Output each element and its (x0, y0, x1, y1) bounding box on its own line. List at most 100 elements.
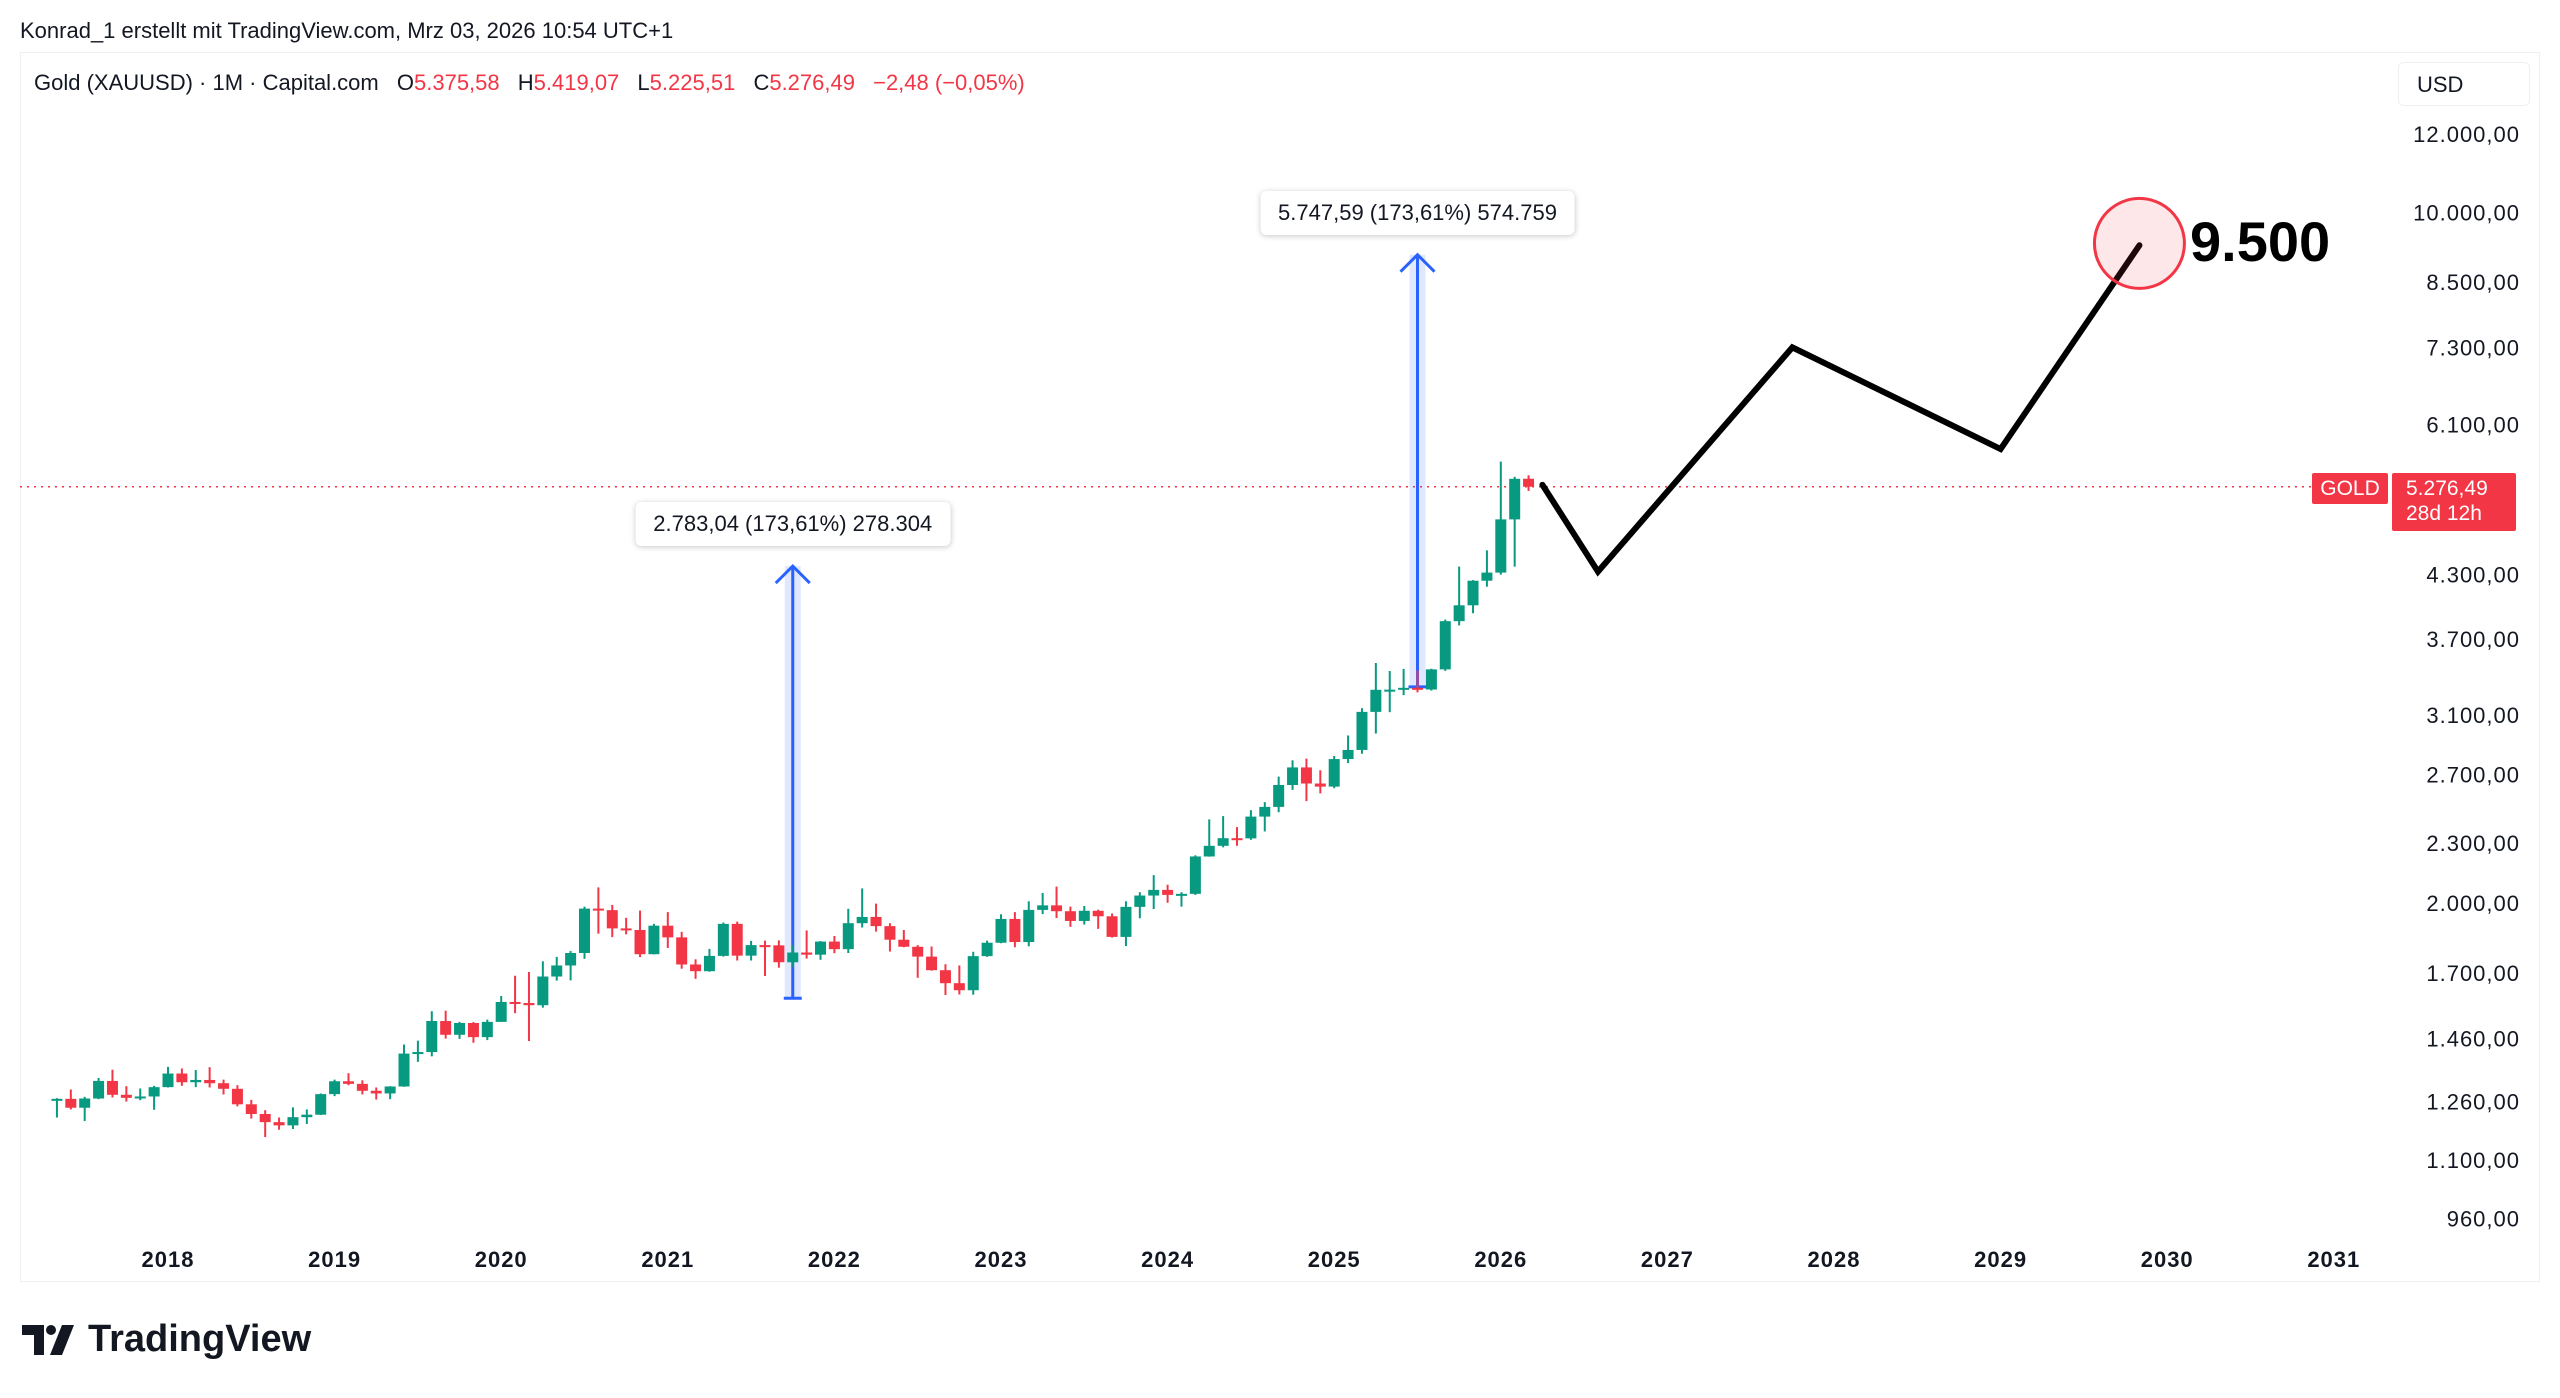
candle (898, 929, 910, 948)
low-label: L (637, 70, 650, 95)
candle (51, 1098, 63, 1118)
open-value: 5.375,58 (414, 70, 500, 95)
candle (828, 935, 840, 954)
candle-body (454, 1022, 466, 1035)
candle (787, 945, 799, 968)
candle (454, 1021, 466, 1039)
candle-body (1120, 906, 1132, 937)
last-price-tag: 5.276,49 28d 12h (2392, 473, 2516, 531)
candle (287, 1107, 299, 1129)
candle (717, 922, 729, 957)
candle-body (1134, 895, 1146, 907)
candle (1162, 884, 1174, 903)
candle-body (1009, 918, 1021, 943)
candle-body (231, 1088, 243, 1105)
x-axis-tick-label: 2025 (1308, 1247, 1361, 1272)
candle-body (523, 1003, 535, 1006)
candle-body (842, 923, 854, 950)
symbol-name[interactable]: Gold (XAUUSD) · 1M · Capital.com (34, 70, 379, 95)
candle-body (315, 1094, 327, 1115)
candle (565, 951, 577, 981)
measure-tool (774, 563, 811, 1000)
x-axis-tick-label: 2026 (1474, 1247, 1527, 1272)
candle-body (1231, 838, 1243, 841)
candle-body (398, 1053, 410, 1087)
y-axis-tick-label: 1.260,00 (2426, 1090, 2520, 1115)
candle (703, 948, 715, 972)
candle (745, 940, 757, 961)
candle (106, 1069, 118, 1098)
candle-body (1523, 478, 1535, 487)
candle-body (579, 908, 590, 953)
candle (620, 917, 632, 935)
candle-body (287, 1117, 299, 1126)
measure-label-1[interactable]: 2.783,04 (173,61%) 278.304 (635, 502, 951, 547)
y-axis-tick-label: 7.300,00 (2426, 335, 2520, 360)
candle-body (1467, 580, 1479, 606)
tradingview-logo[interactable]: TradingView (22, 1318, 311, 1361)
candle (356, 1080, 368, 1095)
low-value: 5.225,51 (649, 70, 736, 95)
candle-body (204, 1079, 216, 1084)
candle-body (828, 941, 840, 950)
currency-button[interactable]: USD (2398, 62, 2530, 106)
x-axis-tick-label: 2029 (1974, 1247, 2027, 1272)
candle-body (1398, 687, 1410, 690)
candle-body (981, 942, 993, 957)
y-axis-tick-label: 10.000,00 (2413, 200, 2520, 225)
candle-body (412, 1052, 424, 1055)
y-axis-tick-label: 3.100,00 (2426, 703, 2520, 728)
candle-body (565, 952, 577, 966)
candle (134, 1088, 146, 1101)
candle (1314, 770, 1326, 794)
candle (1217, 816, 1229, 848)
candle (801, 930, 813, 959)
candle (856, 888, 868, 928)
y-axis-tick-label: 4.300,00 (2426, 563, 2520, 588)
measure-arrowhead (1399, 252, 1436, 273)
candle-body (1037, 905, 1049, 910)
bar-countdown: 28d 12h (2406, 502, 2482, 525)
candle (190, 1070, 202, 1088)
candle-body (1023, 909, 1035, 943)
candle-body (176, 1073, 188, 1083)
candle-body (717, 923, 729, 956)
attribution-text: Konrad_1 erstellt mit TradingView.com, M… (20, 18, 674, 43)
candle (1328, 756, 1340, 789)
candle-body (467, 1022, 479, 1038)
candle-body (634, 929, 646, 955)
candle (481, 1019, 493, 1041)
open-label: O (396, 70, 414, 95)
candle (259, 1110, 271, 1138)
candle-body (1051, 905, 1063, 912)
candle-body (912, 946, 924, 957)
candle (870, 903, 882, 932)
candle (495, 996, 507, 1022)
measure-label-2[interactable]: 5.747,59 (173,61%) 574.759 (1260, 190, 1575, 235)
target-circle (2092, 196, 2186, 290)
candle-body (759, 945, 771, 948)
change-value: −2,48 (−0,05%) (873, 70, 1025, 95)
candle (315, 1093, 327, 1116)
chart-pane[interactable] (20, 52, 2540, 1282)
candle (1300, 758, 1312, 802)
x-axis-tick-label: 2023 (975, 1247, 1028, 1272)
candle-body (926, 956, 938, 971)
candle (1092, 909, 1104, 929)
candle-body (148, 1087, 160, 1097)
candle-body (481, 1021, 493, 1038)
candle-body (745, 945, 757, 956)
candle (467, 1022, 479, 1043)
candle-body (870, 916, 882, 927)
candle-body (1259, 806, 1271, 817)
y-axis-tick-label: 12.000,00 (2413, 122, 2520, 147)
candle (1231, 827, 1243, 846)
close-label: C (753, 70, 770, 95)
x-axis-tick-label: 2028 (1808, 1247, 1861, 1272)
candle-body (245, 1104, 257, 1114)
candle (370, 1087, 382, 1100)
target-price-label[interactable]: 9.500 (2190, 210, 2331, 274)
candle (329, 1079, 341, 1097)
candle (953, 965, 965, 995)
